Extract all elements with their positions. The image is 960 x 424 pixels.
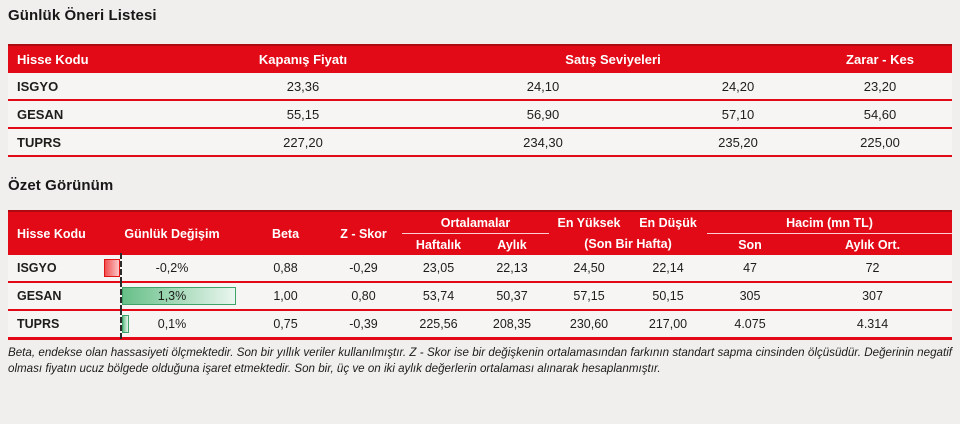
header-beta: Beta [246, 210, 325, 255]
cell-lowest: 50,15 [629, 282, 708, 310]
cell-zscore: -0,29 [325, 255, 402, 282]
daily-recommendation-table: Hisse Kodu Kapanış Fiyatı Satış Seviyele… [8, 44, 952, 157]
negative-change-databar [104, 259, 120, 277]
table-row: GESAN 1,3% 1,00 0,80 53,74 50,37 57,15 5… [8, 281, 953, 311]
cell-stock-code: TUPRS [8, 310, 98, 339]
cell-sell-level-2: 24,20 [668, 73, 808, 100]
cell-volume-last: 4.075 [707, 310, 794, 339]
table-row: ISGYO -0,2% 0,88 -0,29 23,05 22,13 24,50… [8, 253, 953, 283]
cell-sell-level-1: 234,30 [418, 128, 668, 156]
databar-axis [120, 253, 122, 283]
cell-monthly-avg: 50,37 [475, 282, 550, 310]
cell-monthly-avg: 22,13 [475, 255, 550, 282]
cell-zscore: -0,39 [325, 310, 402, 339]
cell-weekly-avg: 225,56 [402, 310, 475, 339]
cell-stock-code: TUPRS [8, 128, 188, 156]
cell-weekly-avg: 23,05 [402, 255, 475, 282]
cell-lowest: 22,14 [629, 255, 708, 282]
header-last-week: (Son Bir Hafta) [549, 233, 708, 255]
cell-beta: 0,88 [246, 255, 325, 282]
summary-table-header: Hisse Kodu Günlük Değişim Beta Z - Skor … [8, 210, 953, 255]
cell-stock-code: ISGYO [8, 73, 188, 100]
daily-list-title: Günlük Öneri Listesi [8, 7, 157, 24]
cell-volume-monthly-avg: 72 [793, 255, 953, 282]
cell-beta: 1,00 [246, 282, 325, 310]
header-volume-monthly-avg: Aylık Ort. [793, 233, 953, 255]
cell-highest: 230,60 [549, 310, 630, 339]
cell-close-price: 55,15 [188, 100, 418, 128]
table-row: TUPRS 0,1% 0,75 -0,39 225,56 208,35 230,… [8, 309, 953, 339]
summary-view-title: Özet Görünüm [8, 177, 114, 194]
cell-stock-code: ISGYO [8, 255, 98, 282]
cell-stock-code: GESAN [8, 282, 98, 310]
header-stock-code: Hisse Kodu [8, 210, 98, 255]
cell-daily-change: 0,1% [98, 309, 246, 339]
positive-change-databar [122, 315, 129, 333]
positive-change-databar [122, 287, 236, 305]
report-page: Günlük Öneri Listesi Hisse Kodu Kapanış … [8, 7, 953, 375]
cell-volume-monthly-avg: 307 [793, 282, 953, 310]
header-zscore: Z - Skor [325, 210, 402, 255]
cell-daily-change: 1,3% [98, 281, 246, 311]
header-lowest: En Düşük [629, 210, 708, 234]
cell-stop-loss: 225,00 [808, 128, 952, 156]
header-stop-loss: Zarar - Kes [808, 44, 952, 73]
header-daily-change: Günlük Değişim [98, 210, 246, 255]
header-averages-group: Ortalamalar [402, 210, 550, 234]
cell-daily-change: -0,2% [98, 253, 246, 283]
table-row: GESAN 55,15 56,90 57,10 54,60 [8, 100, 952, 128]
cell-highest: 24,50 [549, 255, 630, 282]
cell-sell-level-1: 24,10 [418, 73, 668, 100]
daily-table-header: Hisse Kodu Kapanış Fiyatı Satış Seviyele… [8, 44, 952, 73]
header-weekly: Haftalık [402, 233, 475, 255]
databar-axis [120, 281, 122, 311]
table-row: TUPRS 227,20 234,30 235,20 225,00 [8, 128, 952, 156]
cell-lowest: 217,00 [629, 310, 708, 339]
footnote-text: Beta, endekse olan hassasiyeti ölçmekted… [8, 346, 952, 375]
cell-stop-loss: 23,20 [808, 73, 952, 100]
cell-weekly-avg: 53,74 [402, 282, 475, 310]
cell-volume-last: 47 [707, 255, 794, 282]
cell-close-price: 23,36 [188, 73, 418, 100]
header-monthly: Aylık [475, 233, 550, 255]
cell-highest: 57,15 [549, 282, 630, 310]
cell-monthly-avg: 208,35 [475, 310, 550, 339]
header-highest: En Yüksek [549, 210, 630, 234]
header-volume-last: Son [707, 233, 794, 255]
header-stock-code: Hisse Kodu [8, 44, 188, 73]
header-sell-levels: Satış Seviyeleri [418, 44, 808, 73]
cell-beta: 0,75 [246, 310, 325, 339]
cell-close-price: 227,20 [188, 128, 418, 156]
cell-volume-last: 305 [707, 282, 794, 310]
table-row: ISGYO 23,36 24,10 24,20 23,20 [8, 73, 952, 100]
cell-zscore: 0,80 [325, 282, 402, 310]
cell-sell-level-2: 57,10 [668, 100, 808, 128]
cell-sell-level-1: 56,90 [418, 100, 668, 128]
cell-stock-code: GESAN [8, 100, 188, 128]
cell-volume-monthly-avg: 4.314 [793, 310, 953, 339]
databar-axis [120, 309, 122, 339]
header-volume-group: Hacim (mn TL) [707, 210, 953, 234]
summary-table: Hisse Kodu Günlük Değişim Beta Z - Skor … [8, 210, 953, 340]
cell-sell-level-2: 235,20 [668, 128, 808, 156]
header-close-price: Kapanış Fiyatı [188, 44, 418, 73]
cell-stop-loss: 54,60 [808, 100, 952, 128]
